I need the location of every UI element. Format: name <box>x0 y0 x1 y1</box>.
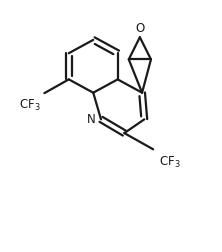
Text: N: N <box>87 113 95 126</box>
Text: O: O <box>135 21 145 35</box>
Text: CF$_3$: CF$_3$ <box>20 98 41 113</box>
Text: CF$_3$: CF$_3$ <box>159 155 180 170</box>
